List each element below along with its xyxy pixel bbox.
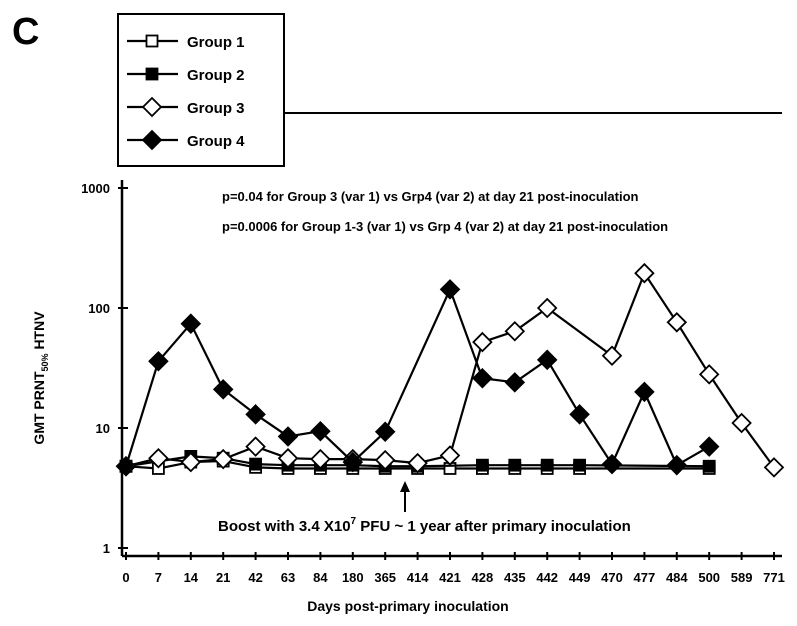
series-layer [115,262,785,478]
x-tick-label: 414 [407,570,429,585]
data-point [439,445,461,466]
data-point [763,457,785,478]
x-tick-label: 180 [342,570,364,585]
legend-item: Group 3 [127,96,245,118]
y-axis-title: GMT PRNT50% HTNV [31,311,50,445]
x-tick-label: 7 [155,570,162,585]
x-ticks: 0 7 14 21 42 63 84 180 365 414 421 428 435 442 449 470 4… [122,552,785,585]
x-tick-label: 14 [184,570,199,585]
legend-item: Group 4 [127,129,245,151]
series-line [124,286,710,467]
data-point [439,279,461,300]
data-point [374,421,396,443]
y-tick-label: 10 [96,421,110,436]
data-point [731,412,752,434]
legend-item: Group 2 [127,67,245,84]
data-point [277,426,299,447]
x-tick-label: 442 [536,570,558,585]
y-tick-label: 1 [103,541,110,556]
data-point [115,455,137,477]
x-axis-title: Days post-primary inoculation [307,598,508,614]
data-point [472,331,493,353]
y-tick-label: 1000 [81,181,110,196]
panel-label: C [12,11,39,53]
x-tick-label: 84 [313,570,328,585]
data-point [342,451,364,473]
data-point [540,458,554,472]
x-tick-label: 0 [122,570,129,585]
data-point [249,457,263,471]
boost-note: Boost with 3.4 X107 PFU ~ 1 year after p… [218,516,631,535]
x-tick-label: 421 [439,570,461,585]
boost-arrow [400,481,410,512]
legend: Group 1 Group 2 Group 3 Group 4 [117,13,782,167]
x-tick-label: 771 [763,570,785,585]
data-point [245,404,266,425]
boost-arrow-head [400,481,410,492]
x-tick-label: 428 [472,570,494,585]
x-tick-label: 470 [601,570,623,585]
x-tick-label: 365 [374,570,396,585]
data-point [148,447,169,469]
legend-label: Group 2 [187,67,245,84]
data-point [601,345,623,367]
data-point [666,454,688,476]
x-tick-label: 42 [248,570,262,585]
data-point [569,404,590,425]
legend-label: Group 4 [187,133,245,150]
data-point [504,372,526,393]
legend-swatch-marker [145,34,159,48]
x-tick-label: 63 [281,570,295,585]
data-point [212,448,234,470]
data-point [472,367,493,389]
x-tick-label: 484 [666,570,688,585]
series-line [125,270,775,468]
data-point [536,349,558,371]
y-tick-label: 100 [88,301,110,316]
data-point [601,453,623,475]
data-point [212,379,234,400]
x-tick-label: 477 [634,570,656,585]
data-point [573,458,586,472]
legend-label: Group 3 [187,100,245,117]
data-point [634,262,655,284]
legend-swatch-marker [141,129,163,151]
data-point [407,452,428,474]
data-point [180,451,202,473]
data-point [666,312,688,333]
x-tick-label: 435 [504,570,526,585]
legend-label: Group 1 [187,34,245,51]
annotation-1: p=0.04 for Group 3 (var 1) vs Grp4 (var … [222,189,639,204]
series-3 [115,262,785,478]
legend-swatch-marker [145,67,159,81]
data-point [698,436,720,457]
data-point [374,449,396,471]
data-point [310,420,331,442]
legend-swatch-marker [141,96,163,118]
data-point [277,447,299,469]
x-tick-label: 500 [698,570,720,585]
data-point [310,448,331,470]
data-point [536,297,558,319]
data-point [504,320,526,342]
data-point [148,350,169,372]
data-point [702,459,716,473]
legend-items: Group 1 Group 2 Group 3 Group 4 [127,34,245,151]
legend-frame [117,13,285,167]
series-4 [115,279,720,477]
data-point [180,313,202,334]
data-point [698,364,720,385]
x-tick-label: 589 [731,570,753,585]
data-point [634,381,655,403]
data-point [475,458,489,472]
data-point [245,436,266,457]
data-point [508,458,522,472]
annotation-2: p=0.0006 for Group 1-3 (var 1) vs Grp 4 … [222,219,668,234]
x-tick-label: 449 [569,570,591,585]
legend-item: Group 1 [127,34,245,51]
y-ticks: 1 10 100 1000 [81,181,128,556]
x-tick-label: 21 [216,570,230,585]
